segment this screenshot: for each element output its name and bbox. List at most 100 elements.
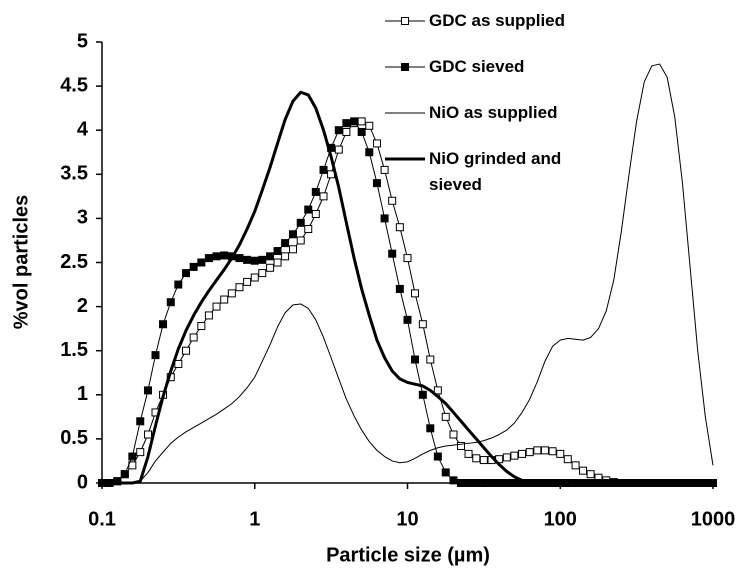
marker: [243, 255, 252, 264]
marker: [495, 479, 504, 487]
marker: [136, 448, 145, 457]
marker: [174, 280, 183, 289]
legend-swatch: [385, 112, 425, 114]
marker: [151, 351, 160, 360]
marker: [258, 255, 267, 264]
marker: [357, 127, 366, 136]
y-tick-label: 2.5: [60, 251, 88, 273]
marker: [411, 355, 420, 364]
marker: [502, 479, 511, 487]
legend-swatch: [385, 63, 425, 71]
marker: [243, 277, 252, 286]
x-tick-label: 1: [249, 508, 260, 530]
marker: [579, 466, 588, 475]
marker: [472, 454, 481, 463]
marker: [449, 430, 458, 439]
marker: [426, 424, 435, 433]
marker: [281, 252, 290, 261]
marker: [342, 119, 351, 128]
marker: [266, 263, 275, 272]
marker: [510, 479, 519, 487]
marker: [319, 165, 328, 174]
series-line: [102, 90, 713, 485]
marker: [296, 218, 305, 227]
marker: [372, 139, 381, 148]
legend-label: NiO as supplied: [429, 103, 558, 122]
legend-item: GDC as supplied: [383, 8, 594, 34]
marker: [372, 179, 381, 188]
marker: [304, 205, 313, 214]
marker: [426, 355, 435, 364]
marker: [120, 470, 129, 479]
marker: [357, 117, 366, 126]
y-tick-label: 2: [77, 295, 88, 317]
legend-item: NiO grinded and sieved: [383, 146, 594, 198]
y-tick-label: 1: [77, 383, 88, 405]
marker: [380, 214, 389, 223]
marker: [479, 456, 488, 465]
legend-label: GDC sieved: [429, 57, 525, 76]
y-tick-label: 3: [77, 207, 88, 229]
marker: [457, 441, 466, 450]
legend-swatch: [385, 157, 425, 161]
y-tick-label: 0.5: [60, 427, 88, 449]
marker: [395, 223, 404, 232]
y-tick-label: 4.5: [60, 74, 88, 96]
legend-item: GDC sieved: [383, 54, 594, 80]
marker: [281, 239, 290, 248]
marker: [296, 236, 305, 245]
marker: [212, 302, 221, 311]
marker: [143, 386, 152, 395]
marker: [250, 256, 259, 265]
x-tick-label: 10: [396, 508, 418, 530]
marker: [342, 127, 351, 136]
marker: [289, 245, 298, 254]
marker: [128, 452, 137, 461]
marker: [548, 447, 557, 456]
marker: [571, 461, 580, 470]
marker: [487, 479, 496, 487]
marker: [258, 269, 267, 278]
marker: [441, 412, 450, 421]
marker: [533, 446, 542, 455]
marker: [204, 254, 213, 263]
marker: [182, 269, 191, 278]
series-line: [102, 63, 714, 484]
marker: [212, 252, 221, 261]
marker: [395, 284, 404, 293]
marker: [266, 252, 275, 261]
y-tick-label: 1.5: [60, 339, 88, 361]
y-tick-label: 3.5: [60, 163, 88, 185]
marker: [365, 121, 374, 130]
marker: [311, 209, 320, 218]
marker: [311, 187, 320, 196]
marker: [189, 333, 198, 342]
marker: [388, 196, 397, 205]
marker: [401, 17, 409, 25]
marker: [220, 251, 229, 260]
marker: [433, 452, 442, 461]
marker: [250, 273, 259, 282]
y-tick-label: 4: [77, 118, 89, 140]
marker: [479, 479, 488, 487]
marker: [350, 117, 359, 126]
marker: [189, 262, 198, 271]
marker: [143, 430, 152, 439]
marker: [518, 449, 527, 458]
marker: [464, 479, 473, 487]
marker: [334, 145, 343, 154]
marker: [235, 254, 244, 263]
x-tick-label: 100: [544, 508, 577, 530]
marker: [411, 289, 420, 298]
marker: [401, 63, 409, 71]
legend: GDC as supplied GDC sieved NiO as supplied…: [383, 8, 594, 218]
marker: [472, 479, 481, 487]
y-tick-label: 0: [77, 471, 88, 493]
legend-label: GDC as supplied: [429, 11, 566, 30]
marker: [525, 448, 534, 457]
marker: [113, 477, 122, 486]
y-axis-label: %vol particles: [10, 195, 32, 330]
marker: [136, 417, 145, 426]
marker: [464, 449, 473, 458]
